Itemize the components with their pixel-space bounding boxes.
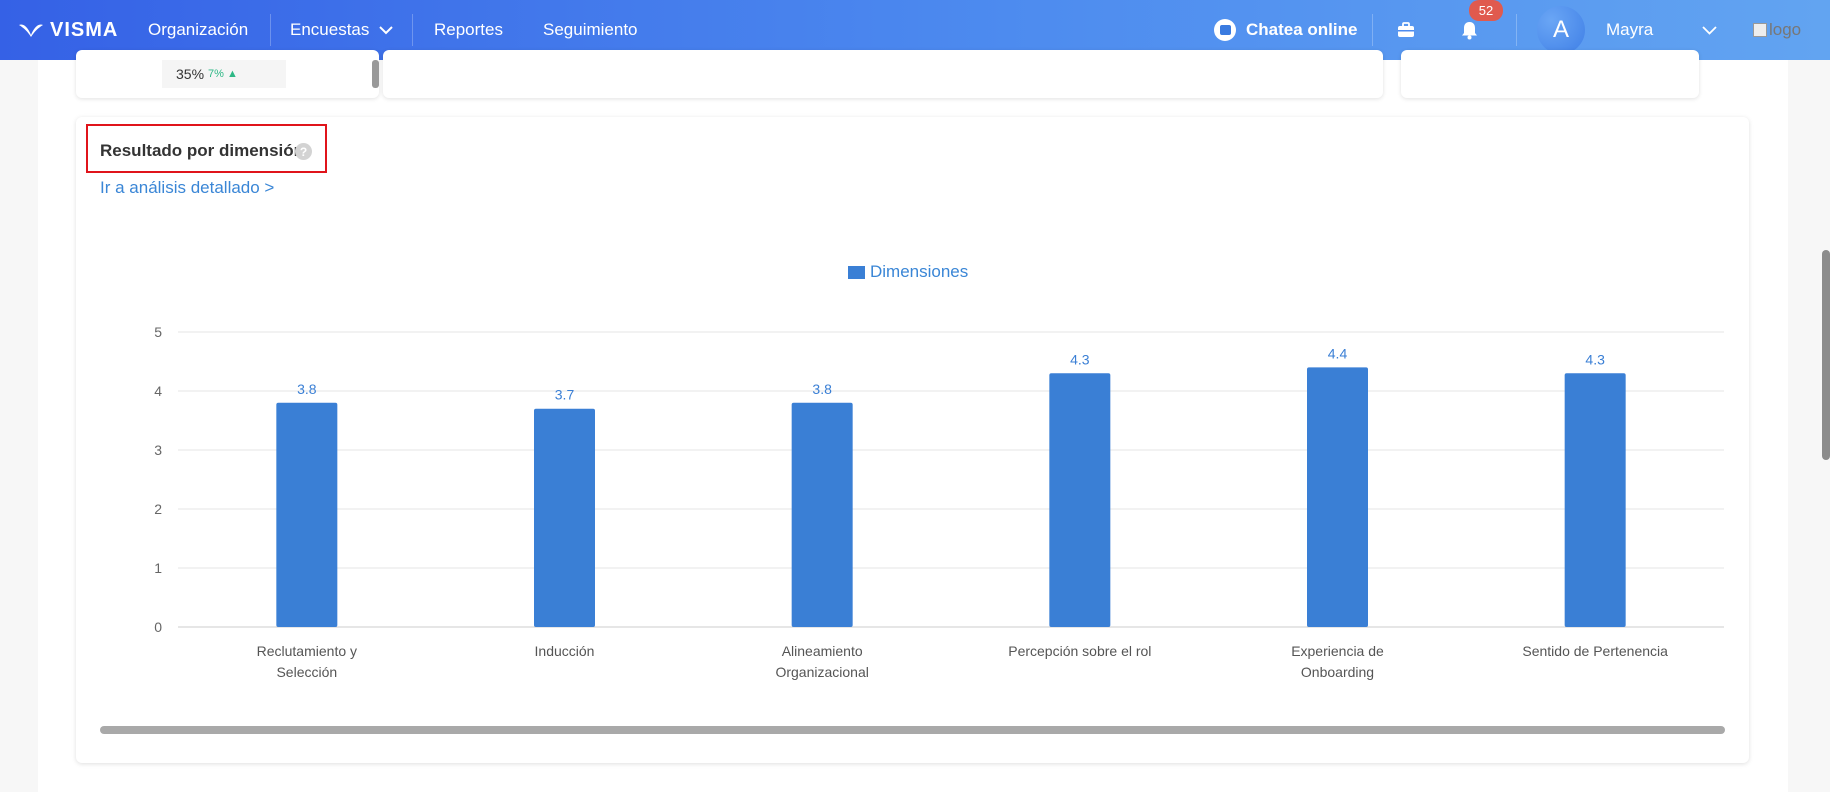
briefcase-icon bbox=[1398, 22, 1414, 37]
x-tick-label: Reclutamiento y bbox=[257, 643, 357, 659]
nav-divider bbox=[412, 14, 413, 46]
bar-value-label: 4.4 bbox=[1328, 345, 1348, 361]
chat-online-button[interactable]: Chatea online bbox=[1214, 0, 1357, 60]
x-tick-label: Inducción bbox=[535, 643, 595, 659]
bar-value-label: 4.3 bbox=[1070, 351, 1090, 367]
arrow-up-icon: ▲ bbox=[227, 68, 238, 80]
logo-alt-text: logo bbox=[1769, 20, 1802, 39]
bar-value-label: 3.8 bbox=[297, 381, 317, 397]
y-tick-label: 0 bbox=[154, 619, 162, 635]
chart-horizontal-scrollbar[interactable] bbox=[100, 726, 1725, 734]
bar-value-label: 4.3 bbox=[1585, 351, 1605, 367]
y-tick-label: 3 bbox=[154, 442, 162, 458]
chat-icon bbox=[1214, 19, 1236, 41]
help-icon[interactable]: ? bbox=[295, 143, 312, 160]
nav-item-encuestas[interactable]: Encuestas bbox=[290, 0, 394, 60]
chart-legend[interactable]: Dimensiones bbox=[848, 262, 968, 282]
nav-item-label: Seguimiento bbox=[543, 20, 638, 39]
bar bbox=[1564, 373, 1626, 627]
user-menu-toggle[interactable] bbox=[1702, 0, 1717, 60]
delta-value: 7% bbox=[208, 68, 224, 80]
nav-divider bbox=[1372, 14, 1373, 46]
visma-logo[interactable]: VISMA bbox=[18, 0, 118, 60]
chat-label: Chatea online bbox=[1246, 20, 1358, 39]
bar bbox=[276, 402, 338, 627]
x-tick-label: Percepción sobre el rol bbox=[1008, 643, 1151, 659]
card-scrollbar[interactable] bbox=[372, 60, 379, 88]
company-logo: logo bbox=[1753, 0, 1801, 60]
notifications-button[interactable] bbox=[1461, 0, 1478, 60]
visma-logo-icon bbox=[19, 24, 43, 37]
bar bbox=[534, 408, 595, 627]
side-card bbox=[1401, 50, 1699, 98]
nav-divider bbox=[1516, 14, 1517, 46]
nav-item-label: Organización bbox=[148, 20, 249, 39]
participation-rate: 35% 7% ▲ bbox=[162, 60, 286, 88]
nav-item-label: Encuestas bbox=[290, 20, 370, 39]
legend-swatch bbox=[848, 265, 865, 279]
x-tick-label: Organizacional bbox=[775, 664, 868, 680]
nav-item-label: Reportes bbox=[434, 20, 503, 39]
bar-value-label: 3.7 bbox=[555, 387, 575, 403]
bar-value-label: 3.8 bbox=[812, 381, 832, 397]
y-tick-label: 5 bbox=[154, 324, 162, 340]
user-name[interactable]: Mayra bbox=[1606, 20, 1654, 39]
bar bbox=[1049, 373, 1111, 627]
chevron-down-icon bbox=[379, 25, 394, 34]
bar bbox=[791, 402, 853, 627]
dimension-results-card bbox=[76, 117, 1749, 763]
participation-percent: 35% bbox=[176, 66, 205, 82]
broken-image-icon bbox=[1753, 23, 1767, 37]
x-tick-label: Selección bbox=[276, 664, 337, 680]
participation-delta: 7% ▲ bbox=[208, 68, 238, 80]
section-title: Resultado por dimensión bbox=[100, 141, 305, 160]
x-tick-label: Alineamiento bbox=[782, 643, 863, 659]
page-vertical-scrollbar[interactable] bbox=[1822, 250, 1830, 460]
x-tick-label: Sentido de Pertenencia bbox=[1522, 643, 1668, 659]
x-tick-label: Onboarding bbox=[1301, 664, 1374, 680]
legend-label: Dimensiones bbox=[870, 262, 969, 281]
notification-count-badge: 52 bbox=[1469, 0, 1503, 21]
bell-icon bbox=[1462, 21, 1477, 39]
nav-item-reportes[interactable]: Reportes bbox=[434, 0, 503, 60]
nav-item-seguimiento[interactable]: Seguimiento bbox=[543, 0, 638, 60]
brand-name: VISMA bbox=[50, 18, 119, 41]
nav-divider bbox=[270, 14, 271, 46]
y-tick-label: 4 bbox=[154, 383, 162, 399]
briefcase-button[interactable] bbox=[1397, 0, 1415, 60]
overview-card bbox=[383, 50, 1383, 98]
x-tick-label: Experiencia de bbox=[1291, 643, 1384, 659]
user-avatar[interactable]: A bbox=[1537, 6, 1585, 54]
bar bbox=[1307, 367, 1368, 627]
y-tick-label: 1 bbox=[154, 560, 162, 576]
nav-item-organizacion[interactable]: Organización bbox=[148, 0, 248, 60]
detailed-analysis-link[interactable]: Ir a análisis detallado > bbox=[100, 178, 275, 197]
highlight-box bbox=[86, 124, 327, 173]
chevron-down-icon bbox=[1702, 25, 1717, 35]
y-tick-label: 2 bbox=[154, 501, 162, 517]
